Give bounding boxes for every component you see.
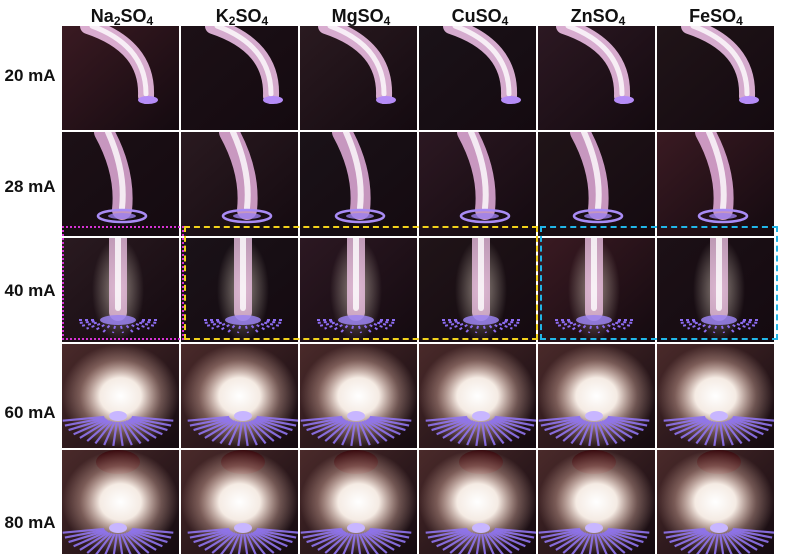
photo-na2so4-28ma [62, 132, 179, 236]
photo-na2so4-40ma [62, 238, 179, 342]
column-header-feso4: FeSO4 [689, 6, 743, 28]
photo-k2so4-80ma [181, 450, 298, 554]
photo-znso4-20ma [538, 26, 655, 130]
photo-cuso4-60ma [419, 344, 536, 448]
photo-na2so4-80ma [62, 450, 179, 554]
photo-znso4-60ma [538, 344, 655, 448]
photo-mgso4-20ma [300, 26, 417, 130]
column-header-znso4: ZnSO4 [570, 6, 626, 28]
photo-cuso4-20ma [419, 26, 536, 130]
row-header-60ma: 60 mA [4, 403, 56, 422]
photo-na2so4-60ma [62, 344, 179, 448]
column-header-cuso4: CuSO4 [451, 6, 509, 28]
photo-mgso4-40ma [300, 238, 417, 342]
photo-znso4-40ma [538, 238, 655, 342]
photo-k2so4-60ma [181, 344, 298, 448]
photo-na2so4-20ma [62, 26, 179, 130]
photo-mgso4-80ma [300, 450, 417, 554]
photo-feso4-28ma [657, 132, 774, 236]
photo-cuso4-28ma [419, 132, 536, 236]
photo-k2so4-20ma [181, 26, 298, 130]
photo-cuso4-40ma [419, 238, 536, 342]
column-header-na2so4: Na2SO4 [90, 6, 154, 28]
photo-cuso4-80ma [419, 450, 536, 554]
photo-mgso4-28ma [300, 132, 417, 236]
photo-znso4-80ma [538, 450, 655, 554]
column-header-mgso4: MgSO4 [331, 6, 391, 28]
row-header-28ma: 28 mA [4, 177, 56, 196]
photo-mgso4-60ma [300, 344, 417, 448]
column-header-k2so4: K2SO4 [215, 6, 269, 28]
row-header-20ma: 20 mA [4, 66, 56, 85]
photo-feso4-80ma [657, 450, 774, 554]
photo-feso4-40ma [657, 238, 774, 342]
row-header-40ma: 40 mA [4, 281, 56, 300]
photo-znso4-28ma [538, 132, 655, 236]
photo-feso4-20ma [657, 26, 774, 130]
plasma-photo-grid [62, 26, 777, 554]
row-header-80ma: 80 mA [4, 513, 56, 532]
photo-k2so4-28ma [181, 132, 298, 236]
photo-k2so4-40ma [181, 238, 298, 342]
photo-feso4-60ma [657, 344, 774, 448]
